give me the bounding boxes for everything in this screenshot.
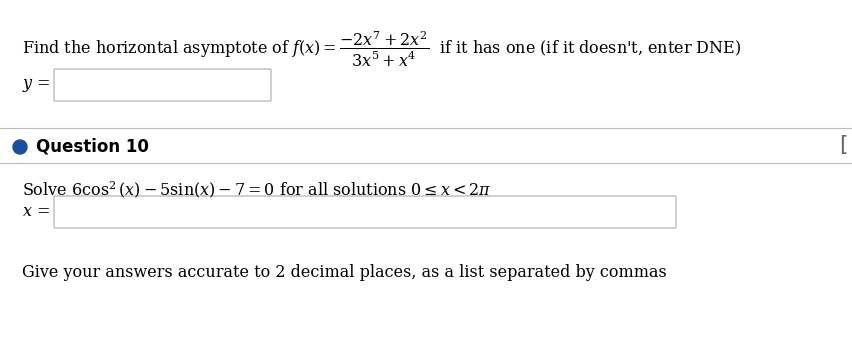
Text: Question 10: Question 10 [36,138,149,156]
Text: Solve $6\cos^2(x) - 5\sin(x) - 7 = 0$ for all solutions $0 \leq x < 2\pi$: Solve $6\cos^2(x) - 5\sin(x) - 7 = 0$ fo… [22,179,492,200]
Text: $x$ =: $x$ = [22,203,50,220]
Text: $y$ =: $y$ = [22,77,50,94]
FancyBboxPatch shape [54,196,676,228]
Circle shape [13,140,27,154]
Text: Find the horizontal asymptote of $f(x) = \dfrac{-2x^7 + 2x^2}{3x^5 + x^4}$  if i: Find the horizontal asymptote of $f(x) =… [22,30,741,69]
Text: Give your answers accurate to 2 decimal places, as a list separated by commas: Give your answers accurate to 2 decimal … [22,264,667,281]
FancyBboxPatch shape [54,69,271,101]
Text: [: [ [839,135,848,155]
